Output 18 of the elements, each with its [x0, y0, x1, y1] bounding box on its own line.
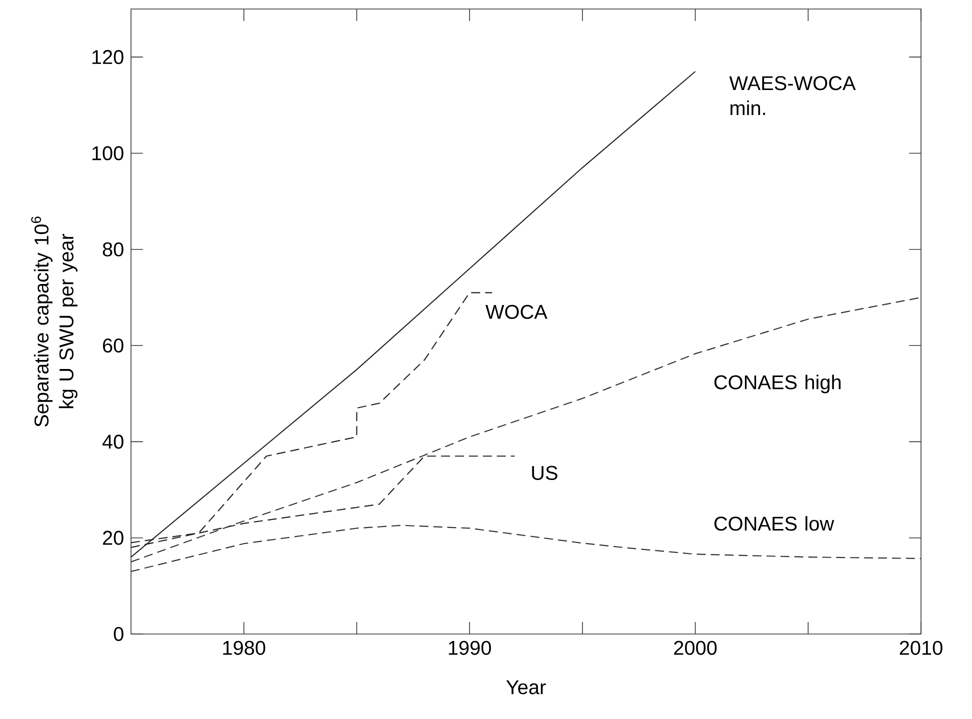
series-label: CONAES high [714, 374, 841, 394]
x-tick-label: 2010 [900, 640, 942, 655]
y-tick-label: 40 [102, 434, 124, 449]
series-label: WAES-WOCA min. [729, 76, 856, 115]
x-tick-label: 2000 [674, 640, 717, 655]
series-label: WOCA [486, 304, 548, 319]
y-tick-label: 20 [102, 530, 124, 545]
y-tick-label: 80 [102, 242, 124, 256]
y-tick-label: 60 [103, 338, 124, 353]
x-tick-label: 1980 [223, 640, 266, 655]
y-tick-label: 120 [92, 50, 124, 64]
y-tick-label: 0 [114, 626, 124, 642]
series-label: CONAES low [714, 516, 834, 531]
text: Separative capacity 10$^{6}$ kg U SWU per year [31, 216, 78, 427]
x-tick-label: 1990 [448, 640, 491, 655]
series-label: US [532, 466, 558, 480]
y-tick-label: 100 [92, 146, 124, 160]
x-axis-title: Year [506, 680, 546, 694]
